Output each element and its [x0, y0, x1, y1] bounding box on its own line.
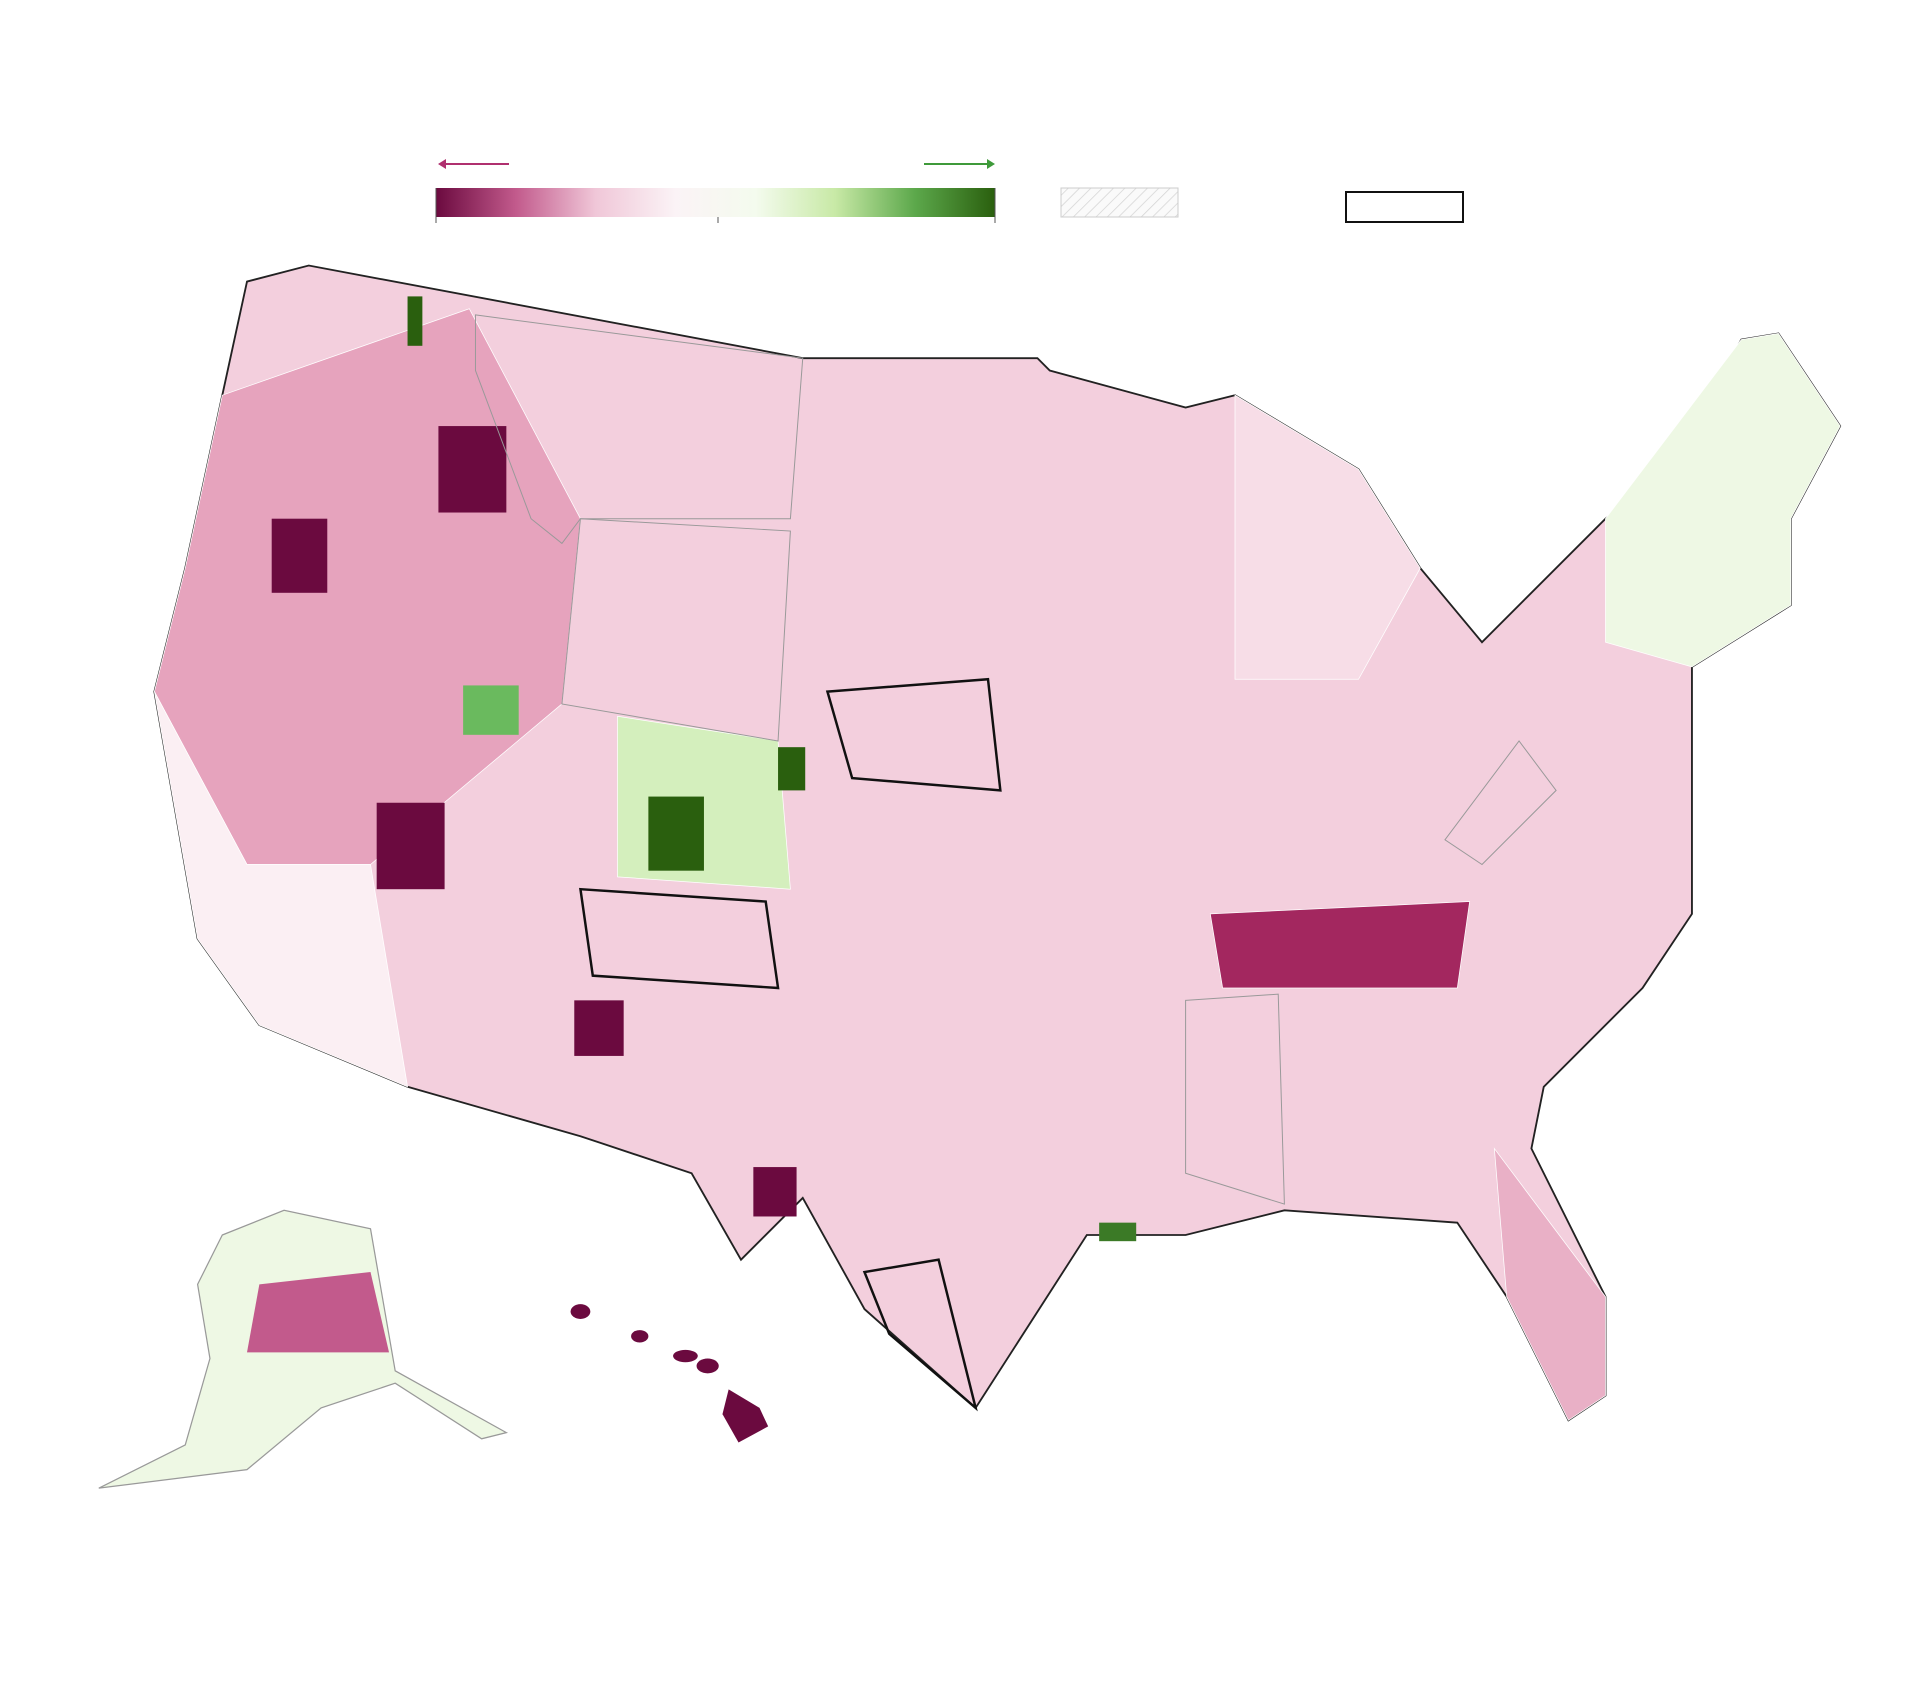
- county: [463, 685, 519, 735]
- legend-no-data: [1060, 187, 1179, 218]
- district: [825, 677, 1002, 792]
- no-data-state: [561, 518, 791, 742]
- legend-arrow-head: [438, 159, 446, 169]
- no-data-state: [1185, 993, 1285, 1205]
- no-data-state: [474, 314, 804, 545]
- district: [862, 1258, 978, 1412]
- hawaii: [570, 1304, 591, 1319]
- county: [778, 747, 806, 791]
- region: [1209, 901, 1471, 989]
- county: [407, 296, 423, 346]
- region: [1493, 1147, 1606, 1421]
- county: [1099, 1222, 1137, 1242]
- hawaii: [631, 1330, 649, 1343]
- county: [753, 1167, 797, 1217]
- region: [1605, 333, 1841, 668]
- county: [438, 426, 507, 513]
- district: [579, 887, 780, 990]
- county: [574, 1000, 624, 1056]
- hawaii: [696, 1358, 719, 1374]
- county: [271, 518, 328, 593]
- county: [648, 796, 704, 871]
- region: [154, 691, 409, 1088]
- hawaii: [673, 1349, 698, 1363]
- region: [1234, 394, 1421, 680]
- legend: [435, 159, 1464, 223]
- hawaii: [722, 1389, 769, 1443]
- legend-color-bar: [436, 188, 995, 217]
- map-shapes: [98, 264, 1842, 1489]
- county: [247, 1272, 390, 1353]
- legend-arrow-head: [987, 159, 995, 169]
- county: [376, 802, 445, 890]
- legend-district-outline: [1345, 191, 1464, 223]
- no-data-state: [1444, 740, 1557, 866]
